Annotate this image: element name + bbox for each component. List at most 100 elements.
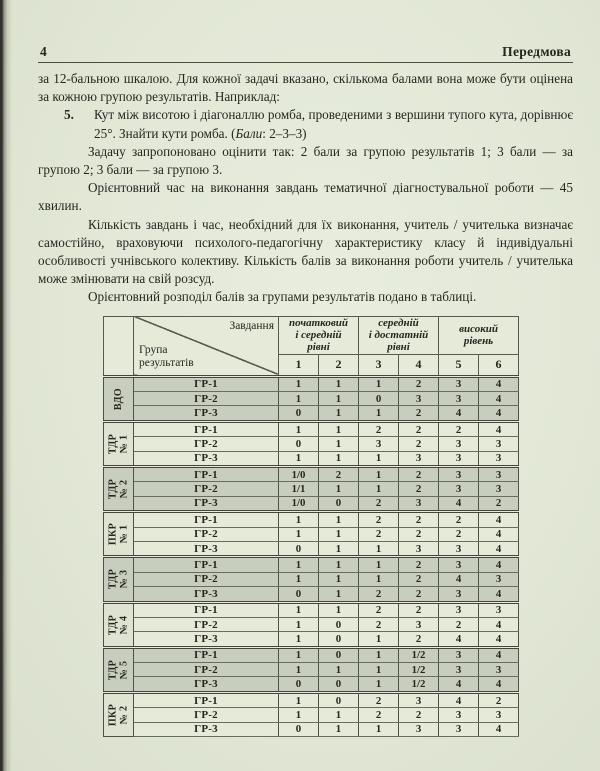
score-cell: 2 bbox=[398, 510, 440, 528]
paragraph-scoring: Задачу запропоновано оцінити так: 2 бали… bbox=[38, 143, 573, 178]
score-cell: 0 bbox=[358, 391, 400, 407]
paragraph-time: Орієнтовний час на виконання завдань тем… bbox=[38, 180, 573, 214]
score-cell: 1 bbox=[278, 662, 319, 678]
paragraph-teacher: Кількість завдань і час, необхідний для … bbox=[38, 216, 573, 287]
row-name: ГР-2 bbox=[133, 391, 279, 407]
score-cell: 1 bbox=[317, 526, 360, 542]
score-cell: 3 bbox=[398, 690, 440, 709]
score-cell: 0 bbox=[317, 676, 360, 693]
score-cell: 3 bbox=[438, 600, 480, 618]
running-header: 4 Передмова bbox=[38, 44, 573, 60]
task-col-2: 2 bbox=[317, 353, 360, 378]
score-cell: 2 bbox=[398, 526, 440, 542]
header-rule bbox=[38, 62, 573, 63]
row-name: ГР-1 bbox=[133, 555, 279, 573]
score-cell: 2 bbox=[398, 419, 440, 438]
score-table: Завдання Група результатів початковий і … bbox=[103, 315, 520, 738]
score-cell: 2 bbox=[358, 707, 400, 723]
score-cell: 2 bbox=[398, 631, 440, 648]
score-cell: 3 bbox=[438, 374, 480, 393]
score-cell: 0 bbox=[278, 436, 319, 452]
table-row: ГР-2 1 1 1 2 4 3 bbox=[104, 571, 520, 588]
score-cell: 2 bbox=[358, 526, 400, 542]
score-cell: 3 bbox=[438, 555, 480, 573]
score-cell: 3 bbox=[398, 391, 440, 407]
score-cell: 1 bbox=[278, 600, 319, 618]
group-label-ТДР-№ 2: ТДР № 2 bbox=[103, 464, 134, 513]
score-cell: 2 bbox=[358, 586, 400, 603]
table-header-row-numbers: 1 2 3 4 5 6 bbox=[104, 353, 520, 378]
score-cell: 4 bbox=[438, 571, 480, 588]
row-name: ГР-1 bbox=[133, 600, 279, 618]
score-cell: 2 bbox=[478, 495, 520, 513]
score-cell: 3 bbox=[478, 571, 520, 588]
score-cell: 1 bbox=[358, 571, 400, 588]
score-cell: 3 bbox=[438, 645, 480, 664]
score-cell: 4 bbox=[438, 676, 480, 693]
score-cell: 0 bbox=[317, 645, 360, 664]
score-cell: 1 bbox=[317, 707, 360, 723]
score-cell: 4 bbox=[478, 616, 520, 633]
group-label-text: ПКР № 2 bbox=[107, 703, 129, 727]
score-cell: 1 bbox=[278, 645, 319, 664]
score-cell: 3 bbox=[398, 540, 440, 558]
score-cell: 4 bbox=[478, 374, 520, 393]
score-cell: 2 bbox=[358, 495, 400, 513]
score-table-head: Завдання Група результатів початковий і … bbox=[103, 315, 520, 378]
group-label-text: ТДР № 1 bbox=[107, 433, 129, 455]
body-text: за 12-бальною шкалою. Для кожної задачі … bbox=[38, 70, 573, 307]
table-row: ТДР № 3 ГР-1 1 1 1 2 3 4 bbox=[103, 555, 520, 603]
group-label-text: ТДР № 2 bbox=[107, 478, 129, 500]
paragraph-intro: за 12-бальною шкалою. Для кожної задачі … bbox=[38, 71, 573, 105]
problem-score-tail: : 2–3–3) bbox=[262, 125, 307, 141]
problem-item: 5. Кут між висотою і діагоналлю ромба, п… bbox=[38, 106, 573, 142]
row-name: ГР-3 bbox=[133, 676, 279, 693]
score-cell: 0 bbox=[317, 495, 360, 513]
score-cell: 4 bbox=[478, 405, 520, 422]
table-row: ГР-2 1/1 1 1 2 3 3 bbox=[104, 481, 520, 497]
row-name: ГР-2 bbox=[133, 616, 279, 633]
score-cell: 4 bbox=[478, 526, 520, 542]
row-name: ГР-3 bbox=[133, 540, 279, 558]
table-row: ГР-2 1 1 1 1/2 3 3 bbox=[104, 662, 520, 678]
score-cell: 3 bbox=[438, 707, 480, 723]
task-col-3: 3 bbox=[358, 353, 400, 378]
score-cell: 3 bbox=[478, 450, 520, 467]
score-cell: 1 bbox=[358, 631, 400, 648]
table-row: ТДР № 5 ГР-1 1 0 1 1/2 3 4 bbox=[103, 645, 520, 693]
score-cell: 3 bbox=[478, 600, 520, 618]
score-cell: 3 bbox=[438, 662, 480, 678]
table-row: ГР-2 1 1 2 2 2 4 bbox=[104, 526, 520, 542]
score-cell: 2 bbox=[438, 616, 480, 633]
row-name: ГР-3 bbox=[133, 495, 279, 513]
score-cell: 1/0 bbox=[278, 495, 319, 513]
task-col-5: 5 bbox=[438, 353, 480, 378]
group-label-ТДР-№ 4: ТДР № 4 bbox=[103, 600, 134, 648]
score-cell: 1 bbox=[278, 510, 319, 528]
score-cell: 3 bbox=[398, 721, 440, 738]
group-column-header bbox=[103, 315, 134, 377]
score-cell: 1/2 bbox=[398, 676, 440, 693]
row-name: ГР-3 bbox=[133, 721, 279, 738]
task-col-4: 4 bbox=[398, 353, 440, 378]
score-cell: 2 bbox=[398, 571, 440, 588]
row-name: ГР-1 bbox=[133, 419, 279, 438]
score-cell: 3 bbox=[438, 436, 480, 452]
score-cell: 1 bbox=[358, 721, 400, 738]
score-cell: 1 bbox=[317, 586, 360, 603]
row-name: ГР-3 bbox=[133, 450, 279, 467]
score-cell: 4 bbox=[478, 510, 520, 528]
score-cell: 2 bbox=[398, 555, 440, 573]
score-cell: 4 bbox=[478, 645, 520, 664]
score-cell: 3 bbox=[438, 481, 480, 497]
score-cell: 1 bbox=[317, 571, 360, 588]
score-cell: 1 bbox=[358, 464, 400, 483]
score-cell: 0 bbox=[278, 721, 319, 738]
score-cell: 1 bbox=[358, 481, 400, 497]
score-cell: 0 bbox=[317, 690, 360, 709]
score-cell: 3 bbox=[478, 481, 520, 497]
score-cell: 3 bbox=[478, 707, 520, 723]
score-cell: 4 bbox=[478, 631, 520, 648]
score-cell: 1 bbox=[278, 419, 319, 438]
level-header-high: високий рівень bbox=[438, 315, 520, 355]
